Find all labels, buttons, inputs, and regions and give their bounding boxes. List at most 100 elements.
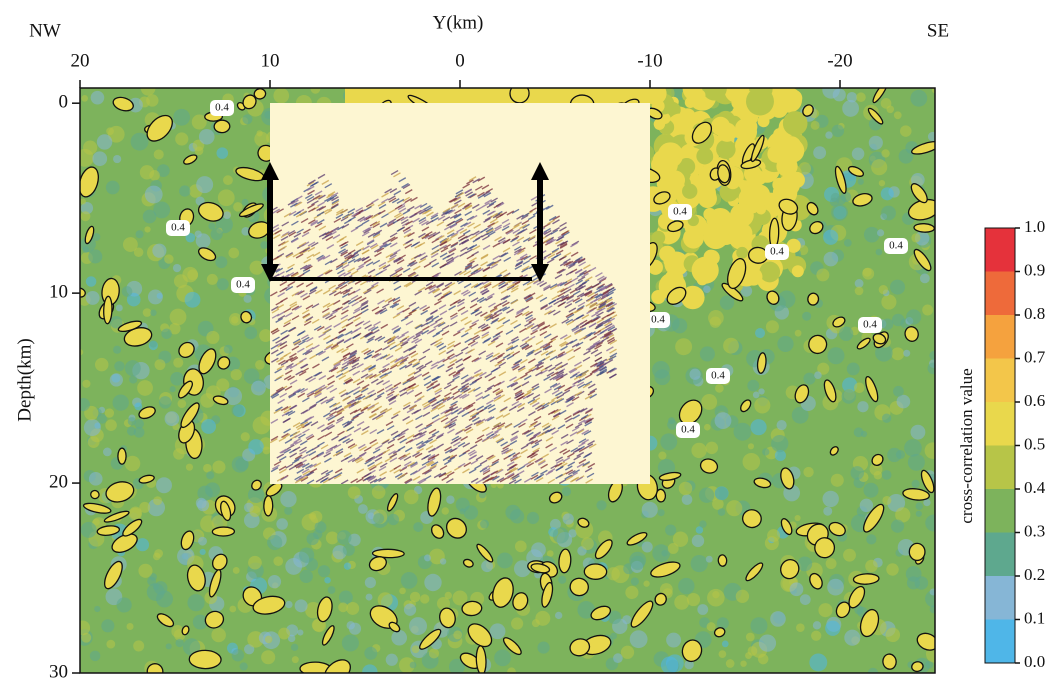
inset-stroke [480,323,489,330]
inset-stroke [524,321,532,327]
field-patch [85,276,97,287]
inset-stroke [460,346,469,352]
contour-label: 0.4 [171,222,185,234]
inset-stroke [362,425,370,432]
inset-stroke [506,461,515,467]
field-patch [881,149,890,158]
contour-blob [756,352,767,374]
field-patch [285,600,293,609]
inset-stroke [449,358,458,364]
inset-stroke [605,301,614,307]
inset-stroke [552,219,560,225]
field-patch [660,433,678,451]
inset-stroke [478,350,487,356]
inset-stroke [510,299,519,305]
inset-stroke [525,314,533,320]
inset-stroke [387,297,396,304]
inset-stroke [402,307,410,313]
inset-stroke [330,192,339,198]
inset-stroke [519,418,528,424]
inset-stroke [599,358,608,364]
inset-stroke [450,242,458,249]
inset-stroke [506,308,514,314]
inset-stroke [467,260,475,266]
inset-stroke [533,422,542,428]
contour-blob [467,623,493,648]
inset-stroke [318,205,327,211]
field-patch [80,148,94,167]
inset-stroke [298,433,306,439]
inset-stroke [356,458,364,464]
field-patch [164,254,174,264]
inset-stroke [598,277,607,283]
inset-stroke [431,244,440,251]
inset-stroke [356,421,365,427]
inset-stroke [414,290,423,296]
inset-stroke [502,222,511,228]
field-patch [684,659,694,670]
inset-stroke [302,397,310,403]
inset-stroke [402,379,411,386]
contour-blob [180,402,200,429]
field-patch [172,263,182,273]
inset-stroke [543,227,551,234]
inset-stroke [554,361,563,367]
inset-stroke [462,229,471,236]
inset-stroke [409,404,417,410]
inset-stroke [388,197,397,203]
field-patch [198,536,207,546]
field-patch [424,573,442,592]
inset-stroke [344,337,353,343]
inset-stroke [521,429,530,435]
inset-stroke [399,337,408,343]
inset-stroke [505,228,513,235]
inset-stroke [511,363,519,369]
contour-blob [197,247,217,262]
inset-stroke [474,438,483,444]
inset-stroke [394,204,403,210]
inset-stroke [304,193,313,200]
field-patch [154,359,166,371]
field-patch [510,617,524,630]
inset-stroke [491,460,499,467]
inset-stroke [325,469,334,475]
field-patch [232,567,240,574]
inset-stroke [372,259,381,265]
inset-stroke [362,255,370,262]
inset-stroke [458,270,467,276]
inset-stroke [294,475,302,481]
inset-stroke [311,318,320,324]
field-patch [620,645,635,659]
inset-stroke [323,269,331,275]
field-patch [651,230,666,245]
inset-stroke [489,357,498,363]
field-patch [179,185,191,197]
inset-stroke [606,306,614,313]
inset-stroke [446,232,455,238]
inset-stroke [322,328,331,334]
inset-stroke [325,423,334,430]
inset-stroke [520,358,528,365]
inset-stroke [595,341,604,348]
field-patch [231,456,249,473]
field-patch [273,88,290,104]
contour-blob [117,447,127,465]
inset-stroke [361,231,370,237]
inset-stroke [292,252,301,258]
field-patch [758,634,777,652]
inset-stroke [301,241,310,247]
inset-stroke [510,287,519,293]
inset-stroke [380,408,388,414]
inset-stroke [367,404,375,410]
inset-stroke [398,254,406,260]
contour-blob [204,610,225,629]
inset-stroke [502,247,511,253]
field-patch [135,538,150,552]
contour-blob [117,320,143,333]
inset-stroke [345,286,353,293]
x-tick-label: 20 [71,50,90,71]
inset-stroke [354,312,363,318]
contour-blob [211,553,228,571]
inset-stroke [513,323,522,329]
inset-stroke [271,393,280,399]
